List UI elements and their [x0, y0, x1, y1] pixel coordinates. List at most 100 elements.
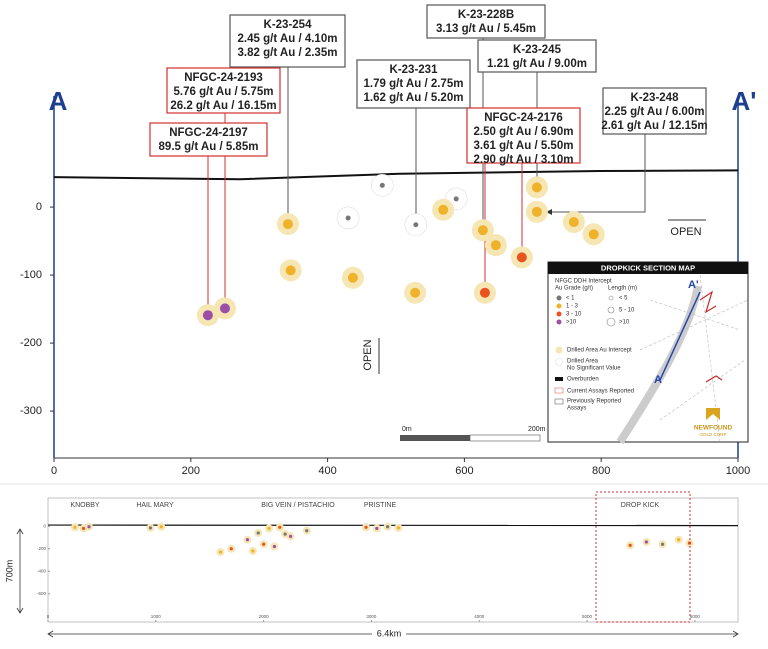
ls-hole	[687, 541, 692, 545]
drill-intercept	[347, 272, 358, 283]
area-label: DROP KICK	[621, 502, 660, 509]
callout-line: 1.62 g/t Au / 5.20m	[364, 92, 464, 104]
legend-text: < 5	[619, 296, 628, 302]
ls-hole	[256, 531, 260, 535]
inset-title-bar	[548, 262, 748, 274]
ls-hole	[251, 549, 255, 553]
ls-hole	[267, 526, 271, 531]
ls-x-tick-label: 2000	[259, 614, 270, 619]
callout-line: 3.13 g/t Au / 5.45m	[436, 23, 536, 35]
legend-text: >10	[619, 320, 630, 326]
legend-marker	[556, 319, 562, 325]
map-lines	[639, 274, 749, 443]
leader-line	[546, 134, 646, 213]
drill-intercept	[202, 310, 213, 321]
callout-box	[426, 4, 546, 39]
legend-text: Previously Reported	[567, 399, 621, 405]
callout-line: 2.25 g/t Au / 6.00m	[605, 106, 705, 118]
drill-intercept	[588, 229, 599, 240]
ls-x-tick-label: 1000	[151, 614, 162, 619]
ls-hole	[278, 525, 282, 529]
callout-line: 2.45 g/t Au / 4.10m	[238, 33, 338, 45]
callout-box	[166, 67, 281, 114]
legend-size	[608, 295, 614, 301]
x-tick-label: 0	[51, 465, 57, 477]
drill-intercept	[479, 287, 490, 298]
callout-title: K-23-248	[631, 92, 680, 104]
callout-box	[356, 59, 471, 109]
drill-intercept	[413, 222, 419, 228]
ls-hole	[218, 550, 223, 554]
legend-text: NFGC DDH Intercept	[555, 279, 612, 285]
drill-intercept	[220, 303, 230, 314]
arrow-heads	[47, 630, 739, 638]
logo-text: GOLD CORP	[699, 432, 726, 437]
logo-mark	[706, 408, 720, 420]
ls-hole	[87, 525, 91, 529]
legend-marker	[556, 311, 562, 317]
x-tick-label: 400	[318, 465, 336, 477]
logo-text: NEWFOUND	[694, 425, 733, 432]
legend-label: >10	[566, 320, 577, 326]
ls-hole	[262, 542, 266, 546]
open-label: OPEN	[362, 339, 374, 370]
ls-hole	[386, 525, 390, 529]
ls-hole	[245, 538, 250, 542]
callout-line: 2.61 g/t Au / 12.15m	[601, 120, 707, 132]
drill-intercept	[345, 215, 351, 221]
ls-hole	[73, 525, 77, 529]
x-tick-label: 200	[182, 465, 200, 477]
callout-title: K-23-245	[513, 44, 562, 56]
drill-intercept	[568, 217, 579, 228]
x-tick-label: 800	[592, 465, 610, 477]
scale-label: 200m	[528, 426, 546, 433]
ls-y-tick-label: -600	[37, 591, 47, 596]
ls-y-tick-label: -200	[37, 546, 47, 551]
drill-intercept	[453, 196, 459, 202]
callout-line: 1.21 g/t Au / 9.00m	[487, 58, 587, 70]
legend-size	[606, 317, 616, 327]
scale-bar	[469, 434, 541, 442]
drop-kick-box	[595, 491, 691, 623]
drill-intercept	[531, 182, 542, 193]
callout-line: 26.2 g/t Au / 16.15m	[170, 100, 276, 112]
callout-box	[466, 107, 581, 164]
callout-box	[602, 87, 707, 135]
legend-label: 1 - 3	[566, 304, 579, 310]
inset-map: DROPKICK SECTION MAP A' A NEWFOUND GOLD …	[547, 261, 749, 445]
ls-hole	[677, 538, 681, 542]
callout-line: 5.76 g/t Au / 5.75m	[174, 86, 274, 98]
y-tick-label: -200	[20, 337, 42, 349]
legend-text: 5 - 10	[619, 308, 635, 314]
arrow-heads	[16, 528, 24, 614]
ls-hole	[644, 540, 648, 544]
ls-hole	[159, 525, 163, 529]
x-tick-label: 1000	[726, 465, 750, 477]
legend-text: Assays	[567, 406, 586, 412]
section-a: A	[49, 86, 68, 116]
ls-hole	[148, 526, 153, 530]
area-label: BIG VEIN / PISTACHIO	[261, 502, 335, 509]
legend-text: Current Assays Reported	[567, 389, 634, 395]
callout-box	[229, 14, 346, 68]
callout-title: K-23-228B	[458, 9, 514, 21]
legend-swatch	[554, 387, 564, 394]
legend-text: No Significant Value	[567, 366, 621, 372]
legend-text: Drilled Area	[567, 359, 599, 365]
callout-title: K-23-231	[390, 64, 439, 76]
drill-intercept	[438, 204, 449, 215]
legend-text: Length (m)	[608, 286, 637, 292]
ls-hole	[229, 547, 233, 551]
ls-hole	[272, 544, 277, 549]
callout-line: 2.50 g/t Au / 6.90m	[474, 126, 574, 138]
map-section-line	[659, 291, 701, 381]
ls-hole	[283, 532, 287, 536]
ls-x-tick-label: 6000	[690, 614, 701, 619]
ls-hole	[81, 526, 86, 531]
scale-bar	[400, 435, 470, 441]
legend-swatch	[555, 346, 563, 354]
legend-text: Au Grade (g/t)	[555, 286, 593, 292]
drill-intercept	[531, 206, 542, 217]
callout-line: 3.82 g/t Au / 2.35m	[238, 47, 338, 59]
